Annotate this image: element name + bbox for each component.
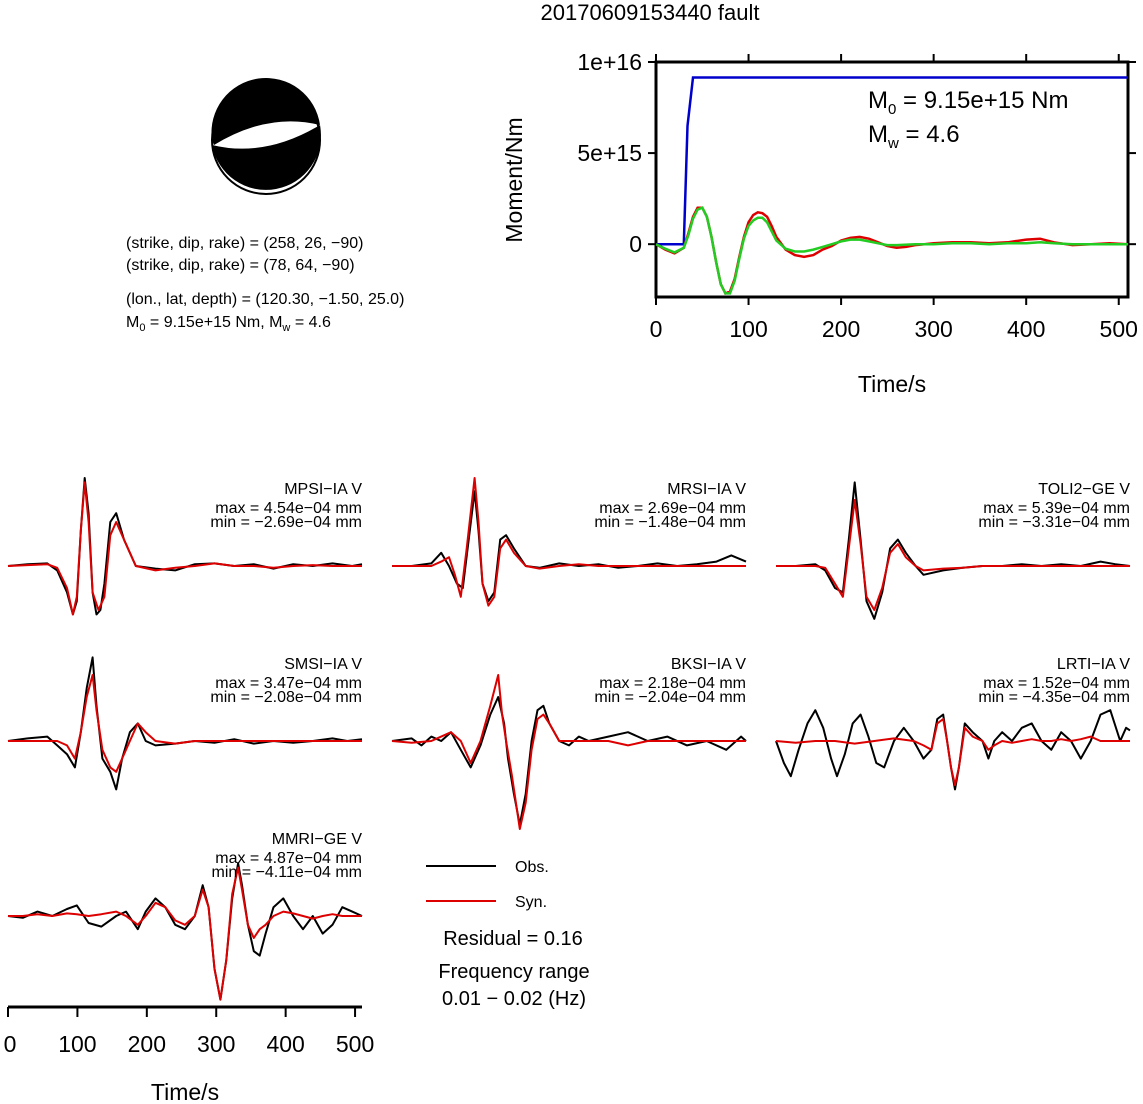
synthetic-trace bbox=[8, 674, 362, 773]
station-max: max = 5.39e−04 mm bbox=[983, 500, 1130, 517]
moment-ylabel: Moment/Nm bbox=[501, 117, 527, 242]
moment-xtick-label: 300 bbox=[914, 316, 952, 342]
synthetic-trace bbox=[391, 674, 746, 830]
waveform-xlabel: Time/s bbox=[151, 1079, 219, 1104]
observed-trace bbox=[7, 862, 363, 1001]
moment-ytick-label: 0 bbox=[629, 231, 642, 257]
figure-title: 20170609153440 fault bbox=[541, 0, 760, 25]
waveform-xtick-label: 100 bbox=[58, 1031, 96, 1057]
station-name: MRSI−IA V bbox=[667, 481, 746, 498]
mechanism-line-2: (strike, dip, rake) = (78, 64, −90) bbox=[126, 257, 355, 274]
residual-text: Residual = 0.16 bbox=[443, 928, 583, 950]
synthetic-trace bbox=[392, 477, 746, 607]
legend-obs-label: Obs. bbox=[515, 859, 549, 876]
moment-ytick-label: 5e+15 bbox=[577, 140, 642, 166]
waveform-xtick-label: 200 bbox=[128, 1031, 166, 1057]
synthetic-trace bbox=[775, 718, 1130, 786]
station-name: MMRI−GE V bbox=[272, 831, 363, 848]
station-max: max = 2.18e−04 mm bbox=[599, 675, 746, 692]
observed-trace bbox=[392, 490, 747, 603]
frequency-range-title: Frequency range bbox=[438, 961, 589, 983]
moment-xtick-label: 400 bbox=[1007, 316, 1045, 342]
station-name: MPSI−IA V bbox=[284, 481, 362, 498]
station-name: SMSI−IA V bbox=[284, 656, 362, 673]
station-min: min = −2.04e−04 mm bbox=[594, 689, 746, 706]
moment-plot-frame bbox=[654, 60, 1130, 299]
mechanism-line-3: (lon., lat, depth) = (120.30, −1.50, 25.… bbox=[126, 291, 404, 308]
beachball-compression-bottom bbox=[212, 125, 321, 190]
moment-ticks: 0 100 200 300 400 500 0 5e+15 1e+16 bbox=[577, 49, 1138, 342]
station-max: max = 3.47e−04 mm bbox=[215, 675, 362, 692]
moment-series bbox=[655, 76, 1129, 295]
synthetic-trace bbox=[8, 866, 362, 1001]
moment-annotation-mw: Mw = 4.6 bbox=[868, 121, 960, 152]
mechanism-line-4: M0 = 9.15e+15 Nm, Mw = 4.6 bbox=[126, 314, 331, 334]
waveform-xtick-label: 0 bbox=[4, 1031, 17, 1057]
beachball-compression-top bbox=[211, 77, 320, 145]
frequency-range-value: 0.01 − 0.02 (Hz) bbox=[442, 988, 586, 1010]
station-min: min = −3.31e−04 mm bbox=[978, 514, 1130, 531]
station-min: min = −2.08e−04 mm bbox=[210, 689, 362, 706]
station-name: TOLI2−GE V bbox=[1038, 481, 1130, 498]
moment-series-2 bbox=[655, 206, 1128, 295]
moment-xtick-label: 0 bbox=[650, 316, 663, 342]
station-min: min = −2.69e−04 mm bbox=[210, 514, 362, 531]
moment-ytick-label: 1e+16 bbox=[577, 49, 642, 75]
moment-xtick-label: 500 bbox=[1100, 316, 1138, 342]
waveform-xtick-label: 300 bbox=[197, 1031, 235, 1057]
beachball bbox=[211, 77, 321, 195]
moment-plot: 0 100 200 300 400 500 0 5e+15 1e+16 Moment/Nm Ti… bbox=[501, 49, 1138, 397]
station-name: BKSI−IA V bbox=[671, 656, 746, 673]
mechanism-line-1: (strike, dip, rake) = (258, 26, −90) bbox=[126, 235, 363, 252]
moment-annotation-m0: M0 = 9.15e+15 Nm bbox=[868, 87, 1068, 118]
waveform-xtick-label: 500 bbox=[336, 1031, 374, 1057]
waveform-xtick-label: 400 bbox=[266, 1031, 304, 1057]
legend-syn-label: Syn. bbox=[515, 894, 547, 911]
moment-series-0 bbox=[656, 76, 1128, 246]
moment-xtick-label: 100 bbox=[729, 316, 767, 342]
legend: Obs. Syn. bbox=[426, 859, 549, 911]
station-max: max = 2.69e−04 mm bbox=[599, 500, 746, 517]
station-max: max = 4.54e−04 mm bbox=[215, 500, 362, 517]
synthetic-trace bbox=[776, 499, 1130, 611]
station-min: min = −1.48e−04 mm bbox=[594, 514, 746, 531]
station-name: LRTI−IA V bbox=[1057, 656, 1130, 673]
synthetic-trace bbox=[7, 481, 362, 616]
observed-trace bbox=[7, 477, 363, 616]
station-max: max = 1.52e−04 mm bbox=[983, 675, 1130, 692]
moment-series-1 bbox=[655, 206, 1129, 295]
station-min: min = −4.35e−04 mm bbox=[978, 689, 1130, 706]
observed-trace bbox=[391, 696, 747, 826]
moment-xlabel: Time/s bbox=[858, 371, 926, 397]
station-max: max = 4.87e−04 mm bbox=[215, 850, 362, 867]
station-min: min = −4.11e−04 mm bbox=[212, 864, 362, 881]
moment-xtick-label: 200 bbox=[822, 316, 860, 342]
waveform-time-axis: Time/s 0 100 200 300 400 500 bbox=[4, 1005, 374, 1104]
